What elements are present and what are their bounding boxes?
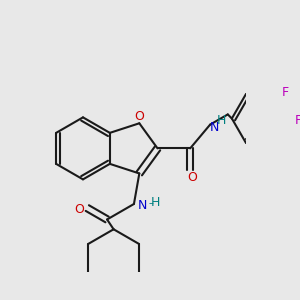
Text: N: N <box>137 199 147 212</box>
Text: O: O <box>187 171 197 184</box>
Text: –: – <box>148 198 154 208</box>
Text: O: O <box>134 110 144 123</box>
Text: F: F <box>281 86 289 99</box>
Text: O: O <box>74 203 84 216</box>
Text: N: N <box>209 121 219 134</box>
Text: H: H <box>217 114 226 127</box>
Text: F: F <box>295 114 300 127</box>
Text: H: H <box>151 196 160 209</box>
